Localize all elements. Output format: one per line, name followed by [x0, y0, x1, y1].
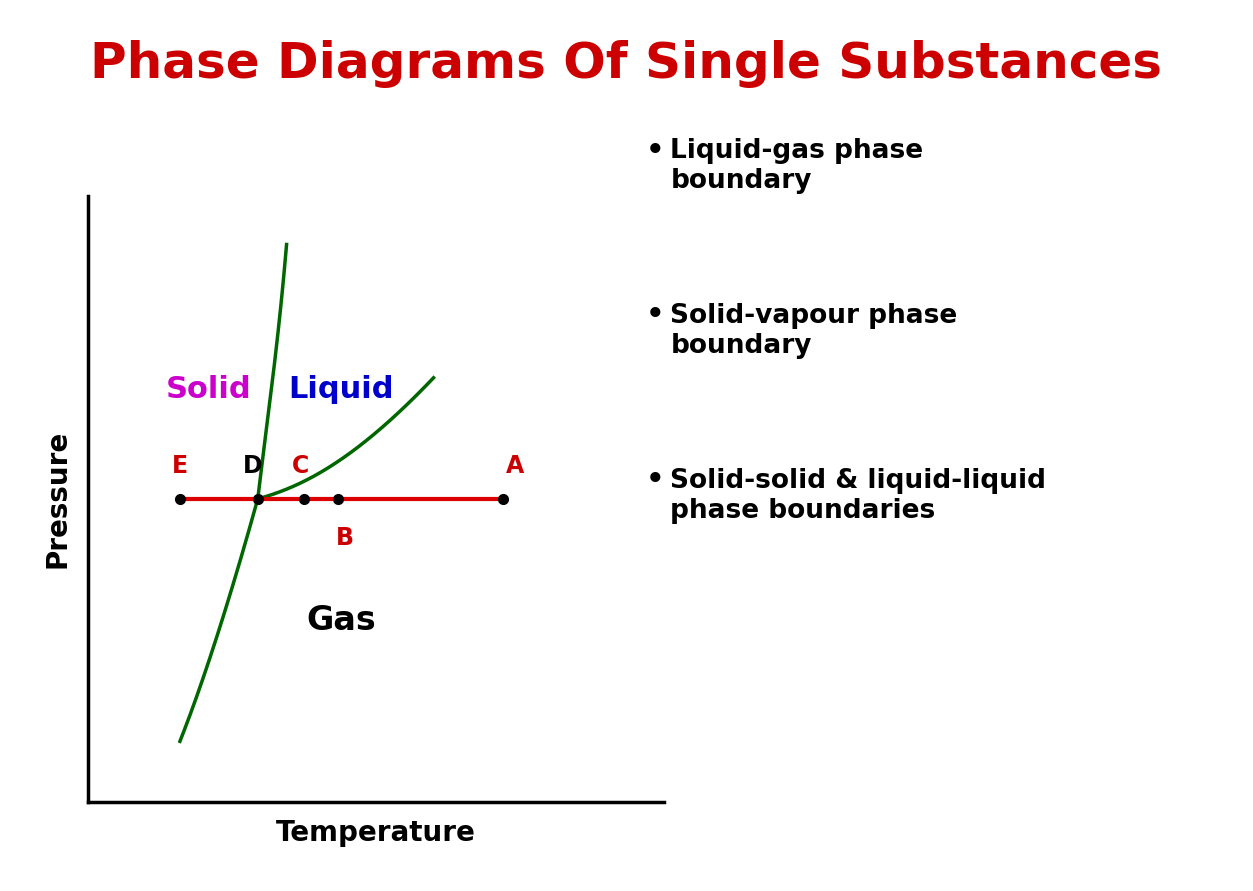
- Text: •: •: [645, 298, 665, 332]
- Text: Solid-vapour phase
boundary: Solid-vapour phase boundary: [670, 303, 957, 359]
- Text: D: D: [243, 454, 263, 478]
- X-axis label: Temperature: Temperature: [276, 819, 476, 846]
- Text: E: E: [172, 454, 188, 478]
- Text: Liquid: Liquid: [288, 375, 393, 405]
- Text: •: •: [645, 463, 665, 497]
- Text: Gas: Gas: [307, 603, 376, 637]
- Text: A: A: [506, 454, 525, 478]
- Text: C: C: [292, 454, 309, 478]
- Text: Solid-solid & liquid-liquid
phase boundaries: Solid-solid & liquid-liquid phase bounda…: [670, 468, 1046, 524]
- Text: Solid: Solid: [165, 375, 252, 405]
- Text: Phase Diagrams Of Single Substances: Phase Diagrams Of Single Substances: [90, 40, 1163, 88]
- Text: •: •: [645, 134, 665, 168]
- Y-axis label: Pressure: Pressure: [43, 429, 71, 568]
- Text: Liquid-gas phase
boundary: Liquid-gas phase boundary: [670, 138, 923, 194]
- Text: B: B: [336, 527, 355, 551]
